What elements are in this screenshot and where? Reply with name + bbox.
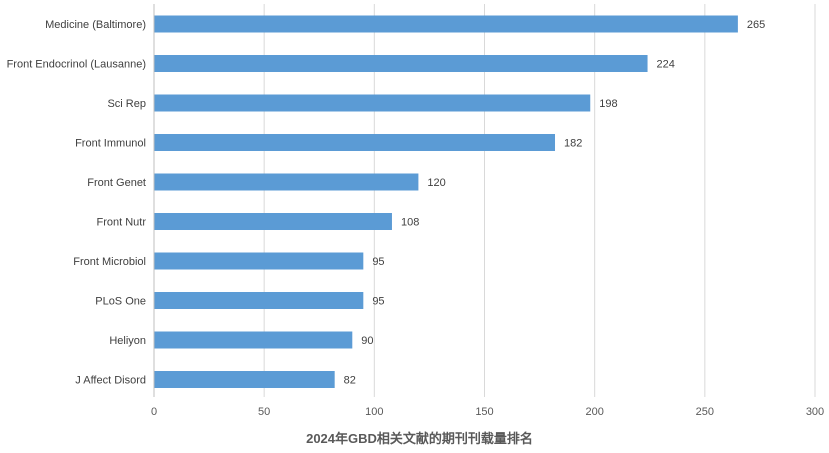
- data-label: 265: [747, 19, 765, 31]
- data-label: 95: [372, 256, 384, 268]
- data-label: 120: [427, 177, 445, 189]
- data-label: 82: [344, 375, 356, 387]
- bar: [154, 213, 392, 230]
- bar: [154, 94, 591, 112]
- data-labels: 265 224 198 182 120 108 95 95 90 82: [344, 19, 766, 387]
- bar: [154, 252, 364, 270]
- chart-title: 2024年GBD相关文献的期刊刊载量排名: [306, 431, 533, 446]
- bars: [154, 15, 738, 388]
- data-label: 224: [657, 59, 675, 71]
- data-label: 198: [599, 98, 617, 110]
- category-label: Heliyon: [109, 335, 146, 347]
- bar: [154, 173, 419, 191]
- x-tick-label: 150: [475, 406, 493, 418]
- category-label: Front Endocrinol (Lausanne): [7, 59, 146, 71]
- category-label: Medicine (Baltimore): [45, 19, 146, 31]
- bar: [154, 331, 353, 349]
- category-label: PLoS One: [95, 296, 146, 308]
- data-label: 90: [361, 335, 373, 347]
- category-label: Front Immunol: [75, 138, 146, 150]
- bar: [154, 134, 556, 151]
- data-label: 182: [564, 138, 582, 150]
- category-label: J Affect Disord: [75, 375, 146, 387]
- x-tick-label: 100: [365, 406, 383, 418]
- bar: [154, 371, 335, 388]
- x-tick-label: 50: [258, 406, 270, 418]
- category-label: Front Nutr: [96, 217, 146, 229]
- bar: [154, 15, 738, 33]
- category-labels: Medicine (Baltimore) Front Endocrinol (La…: [7, 19, 147, 387]
- bar: [154, 55, 648, 72]
- x-tick-labels: 0 50 100 150 200 250 300: [151, 406, 824, 418]
- category-label: Front Microbiol: [73, 256, 146, 268]
- data-label: 95: [372, 296, 384, 308]
- x-tick-label: 0: [151, 406, 157, 418]
- x-tick-label: 250: [696, 406, 714, 418]
- data-label: 108: [401, 217, 419, 229]
- bar: [154, 292, 364, 309]
- category-label: Sci Rep: [107, 98, 146, 110]
- x-tick-label: 200: [585, 406, 603, 418]
- x-tick-label: 300: [806, 406, 824, 418]
- category-label: Front Genet: [87, 177, 146, 189]
